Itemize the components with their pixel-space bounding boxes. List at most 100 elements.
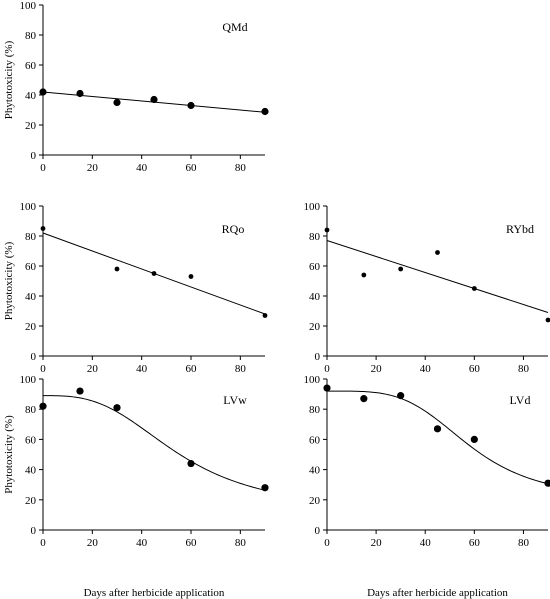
- data-point: [187, 101, 195, 110]
- data-point: [187, 459, 195, 468]
- y-tick-label: 80: [25, 404, 37, 416]
- x-tick-label: 20: [87, 537, 99, 549]
- data-point: [113, 98, 121, 107]
- y-axis-title: Phytotoxicity (%): [3, 241, 15, 320]
- y-axis-title: Phytotoxicity (%): [3, 415, 15, 494]
- y-tick-label: 100: [20, 374, 37, 386]
- fit-line: [43, 395, 266, 491]
- y-tick-label: 100: [20, 0, 37, 12]
- y-tick-label: 40: [25, 291, 37, 303]
- y-tick-label: 40: [309, 465, 321, 477]
- panel-lvw: 0 20 40 60 80 100 0 20 40 60 80 Phytotoxicity (%) Da…: [3, 374, 269, 599]
- data-point: [435, 250, 440, 255]
- x-tick-label: 60: [469, 363, 481, 375]
- y-tick-label: 20: [25, 321, 37, 333]
- y-tick-label: 100: [304, 201, 321, 213]
- x-tick-label: 0: [40, 162, 46, 174]
- y-tick-label: 80: [25, 231, 37, 243]
- y-tick-label: 80: [309, 231, 321, 243]
- x-tick-label: 80: [235, 162, 247, 174]
- y-tick-label: 60: [309, 434, 321, 446]
- x-tick-label: 40: [136, 162, 148, 174]
- data-point: [76, 387, 84, 395]
- y-tick-label: 80: [25, 30, 37, 42]
- x-tick-label: 0: [324, 363, 330, 375]
- x-tick-label: 40: [136, 537, 148, 549]
- panel-rybd: 0 20 40 60 80 100 0 20 40 60 80 RYbd: [304, 201, 550, 375]
- data-point: [398, 266, 404, 272]
- y-tick-label: 100: [304, 374, 321, 386]
- y-tick-label: 0: [31, 525, 37, 537]
- data-point: [261, 484, 269, 492]
- y-tick-label: 40: [25, 90, 37, 102]
- panel-lvd: 0 20 40 60 80 100 0 20 40 60 80 Days after herbicid…: [304, 374, 550, 599]
- data-point: [397, 392, 405, 400]
- x-tick-label: 0: [40, 363, 46, 375]
- data-point: [360, 395, 368, 403]
- y-tick-label: 40: [25, 465, 37, 477]
- fit-line: [327, 390, 549, 485]
- x-tick-label: 60: [186, 162, 198, 174]
- data-point: [151, 271, 157, 276]
- x-tick-label: 80: [235, 537, 247, 549]
- data-point: [261, 107, 269, 116]
- x-tick-label: 40: [136, 363, 148, 375]
- data-point: [150, 95, 158, 104]
- x-tick-label: 80: [518, 537, 530, 549]
- data-point: [39, 402, 47, 410]
- y-tick-label: 40: [309, 291, 321, 303]
- data-point: [188, 274, 194, 279]
- panel-label: RYbd: [506, 222, 534, 236]
- data-point: [40, 226, 46, 231]
- data-point: [113, 404, 121, 412]
- y-tick-label: 100: [20, 201, 37, 213]
- y-tick-label: 20: [309, 321, 321, 333]
- x-tick-label: 60: [469, 537, 481, 549]
- y-axis-title: Phytotoxicity (%): [3, 40, 15, 119]
- y-tick-label: 60: [25, 261, 37, 273]
- data-point: [114, 266, 120, 272]
- panel-label: LVw: [223, 393, 247, 407]
- y-tick-label: 20: [25, 495, 37, 507]
- data-point: [470, 435, 478, 443]
- y-tick-label: 20: [25, 120, 37, 132]
- x-tick-label: 20: [87, 162, 99, 174]
- x-tick-label: 80: [518, 363, 530, 375]
- y-tick-label: 60: [25, 60, 37, 72]
- panel-label: RQo: [222, 222, 245, 236]
- data-point: [39, 88, 47, 96]
- x-tick-label: 60: [186, 363, 198, 375]
- data-point: [545, 317, 550, 323]
- panel-label: LVd: [510, 393, 531, 407]
- x-tick-label: 40: [420, 537, 432, 549]
- y-tick-label: 60: [309, 261, 321, 273]
- y-tick-label: 0: [315, 351, 321, 363]
- x-tick-label: 60: [186, 537, 198, 549]
- x-tick-label: 0: [324, 537, 330, 549]
- panel-rqo: 0 20 40 60 80 100 0 20 40 60 80 Phytotoxicity (%) RQ…: [3, 201, 268, 375]
- data-point: [324, 227, 330, 233]
- x-axis-title: Days after herbicide application: [367, 587, 508, 599]
- data-point: [262, 313, 268, 318]
- x-axis-title: Days after herbicide application: [84, 587, 225, 599]
- x-tick-label: 40: [420, 363, 432, 375]
- data-point: [544, 479, 550, 487]
- x-tick-label: 80: [235, 363, 247, 375]
- x-tick-label: 20: [371, 363, 383, 375]
- data-point: [433, 425, 442, 433]
- x-tick-label: 20: [87, 363, 99, 375]
- fit-line: [326, 240, 549, 313]
- x-tick-label: 20: [371, 537, 383, 549]
- y-tick-label: 0: [31, 351, 37, 363]
- y-tick-label: 20: [309, 495, 321, 507]
- panel-qmd: 0 20 40 60 80 100 0 20 40 60 80 Phytotoxicity (%) QM…: [3, 0, 269, 174]
- y-tick-label: 0: [31, 150, 37, 162]
- data-point: [361, 272, 367, 278]
- y-tick-label: 80: [309, 404, 321, 416]
- data-point: [76, 89, 84, 98]
- y-tick-label: 0: [315, 525, 321, 537]
- data-point: [323, 384, 331, 392]
- y-tick-label: 60: [25, 434, 37, 446]
- data-point: [471, 286, 477, 291]
